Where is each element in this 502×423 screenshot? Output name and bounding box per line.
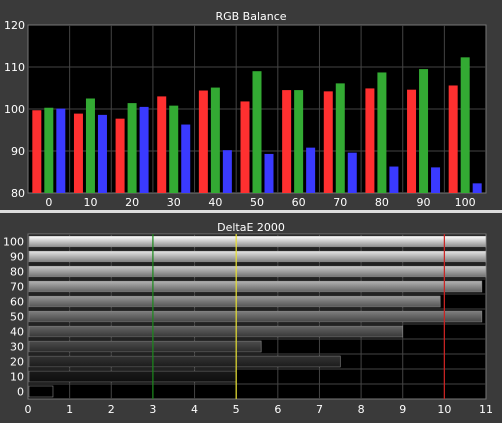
rgb-y-tick-label: 110 — [4, 61, 25, 74]
rgb-x-tick-label: 10 — [83, 196, 97, 209]
deltae-y-tick-label: 60 — [10, 296, 24, 309]
deltae-y-tick-label: 70 — [10, 281, 24, 294]
rgb-bar — [240, 101, 250, 193]
deltae-bar — [28, 370, 237, 383]
rgb-bar — [407, 89, 417, 193]
rgb-bar — [389, 166, 399, 193]
rgb-x-tick-label: 30 — [167, 196, 181, 209]
deltae-x-tick-label: 7 — [316, 403, 323, 416]
deltae-bar — [28, 235, 487, 248]
deltae-y-tick-labels: 0 10 20 30 40 50 60 70 80 90 100 — [3, 236, 24, 399]
rgb-bar — [169, 105, 179, 193]
rgb-bar — [127, 103, 137, 193]
deltae-y-tick-label: 50 — [10, 311, 24, 324]
deltae-y-tick-label: 10 — [10, 371, 24, 384]
deltae-x-tick-label: 1 — [66, 403, 73, 416]
rgb-bar — [198, 90, 208, 193]
deltae-reference-lines — [152, 234, 445, 399]
rgb-bar — [181, 124, 191, 193]
rgb-bar — [377, 72, 387, 193]
rgb-y-tick-label: 90 — [11, 145, 25, 158]
rgb-bar — [222, 150, 232, 193]
rgb-bar — [460, 57, 470, 194]
rgb-x-tick-label: 20 — [125, 196, 139, 209]
rgb-bar — [252, 71, 262, 193]
rgb-y-tick-label: 120 — [4, 19, 25, 32]
rgb-x-tick-label: 40 — [208, 196, 222, 209]
deltae-y-tick-label: 30 — [10, 341, 24, 354]
rgb-x-tick-label: 0 — [45, 196, 52, 209]
rgb-bar — [472, 183, 482, 193]
deltae-y-tick-label: 20 — [10, 356, 24, 369]
rgb-bar — [139, 106, 149, 193]
deltae-x-tick-label: 6 — [274, 403, 281, 416]
rgb-bar — [97, 114, 107, 193]
rgb-bar — [323, 91, 333, 193]
rgb-bar — [365, 88, 375, 193]
rgb-bar — [85, 98, 95, 193]
rgb-bar — [210, 87, 220, 193]
deltae-bars — [28, 235, 487, 398]
rgb-x-tick-label: 90 — [417, 196, 431, 209]
rgb-x-tick-label: 80 — [375, 196, 389, 209]
deltae-bar — [28, 385, 54, 398]
rgb-x-tick-label: 50 — [250, 196, 264, 209]
deltae-title: DeltaE 2000 — [217, 221, 285, 234]
deltae-bar — [28, 265, 487, 278]
rgb-bar — [44, 107, 54, 193]
deltae-x-tick-labels: 0 1 2 3 4 5 6 7 8 9 10 11 — [25, 403, 494, 416]
deltae-x-tick-label: 10 — [437, 403, 451, 416]
deltae-y-tick-label: 0 — [17, 386, 24, 399]
deltae-bar — [28, 355, 341, 368]
rgb-bar — [157, 96, 167, 193]
deltae-y-tick-label: 90 — [10, 251, 24, 264]
deltae-y-tick-label: 100 — [3, 236, 24, 249]
rgb-bar — [73, 113, 83, 193]
deltae-x-tick-label: 4 — [191, 403, 198, 416]
rgb-bar — [306, 147, 316, 193]
deltae-bar — [28, 280, 483, 293]
rgb-x-tick-label: 70 — [333, 196, 347, 209]
deltae-x-tick-label: 2 — [108, 403, 115, 416]
deltae-x-tick-label: 3 — [149, 403, 156, 416]
rgb-bar — [56, 108, 66, 193]
rgb-y-tick-label: 100 — [4, 103, 25, 116]
rgb-bar — [347, 152, 357, 193]
deltae-x-tick-label: 8 — [358, 403, 365, 416]
deltae-x-tick-label: 5 — [233, 403, 240, 416]
deltae-x-tick-label: 11 — [479, 403, 493, 416]
deltae-y-tick-label: 80 — [10, 266, 24, 279]
deltae-bar — [28, 340, 262, 353]
deltae-x-tick-label: 0 — [25, 403, 32, 416]
deltae-bar — [28, 310, 483, 323]
deltae-chart: DeltaE 2000 0 10 20 30 40 50 60 70 80 90 100 0 1 2 3 4… — [3, 221, 493, 416]
rgb-balance-title: RGB Balance — [215, 10, 286, 23]
deltae-x-tick-label: 9 — [399, 403, 406, 416]
rgb-balance-bars — [32, 57, 482, 194]
rgb-x-tick-label: 60 — [292, 196, 306, 209]
deltae-bar — [28, 295, 441, 308]
rgb-bar — [431, 167, 441, 193]
rgb-bar — [282, 90, 292, 193]
deltae-bar — [28, 250, 487, 263]
rgb-balance-y-tick-labels: 80 90 100 110 120 — [4, 19, 25, 200]
rgb-balance-chart: RGB Balance 80 90 100 110 120 0 10 20 30 40 50 60 7… — [4, 10, 487, 209]
rgb-bar — [419, 69, 429, 193]
deltae-bar — [28, 325, 404, 338]
rgb-y-tick-label: 80 — [11, 187, 25, 200]
rgb-balance-x-tick-labels: 0 10 20 30 40 50 60 70 80 90 100 — [45, 196, 475, 209]
rgb-bar — [448, 85, 458, 193]
rgb-bar — [115, 118, 125, 193]
rgb-x-tick-label: 100 — [455, 196, 476, 209]
rgb-bar — [294, 90, 304, 193]
deltae-y-tick-label: 40 — [10, 326, 24, 339]
rgb-bar — [335, 83, 345, 193]
rgb-bar — [264, 153, 274, 193]
rgb-balance-gridlines — [28, 25, 486, 193]
rgb-bar — [32, 110, 42, 193]
chart-separator — [0, 210, 502, 213]
